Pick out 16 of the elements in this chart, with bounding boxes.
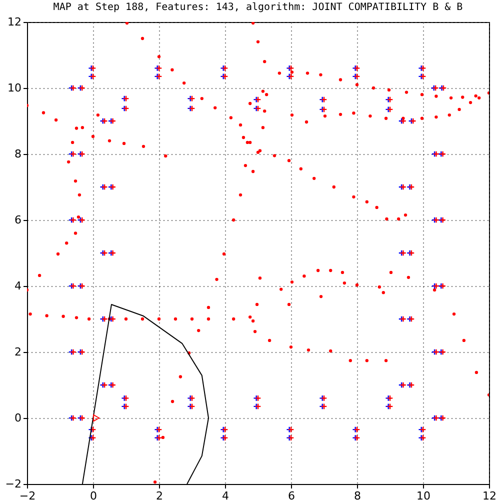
y-tick-label: 0 bbox=[14, 412, 22, 424]
y-tick-label: 8 bbox=[14, 148, 22, 160]
x-tick-label: 10 bbox=[416, 490, 430, 500]
y-tick-label: 6 bbox=[14, 214, 22, 226]
x-tick-label: 6 bbox=[288, 490, 295, 500]
x-tick-label: 8 bbox=[354, 490, 361, 500]
chart-title: MAP at Step 188, Features: 143, algorithm: JOINT COMPATIBILITY B & B bbox=[53, 2, 463, 13]
y-tick-label: 12 bbox=[8, 16, 22, 28]
x-tick-label: 4 bbox=[222, 490, 229, 500]
x-tick-label: 12 bbox=[482, 490, 496, 500]
y-tick-label: 4 bbox=[14, 280, 22, 292]
y-tick-label: −2 bbox=[5, 478, 22, 490]
y-tick-label: 10 bbox=[8, 82, 22, 94]
x-tick-label: 0 bbox=[90, 490, 97, 500]
y-tick-label: 2 bbox=[14, 346, 22, 358]
x-tick-label: 2 bbox=[156, 490, 163, 500]
